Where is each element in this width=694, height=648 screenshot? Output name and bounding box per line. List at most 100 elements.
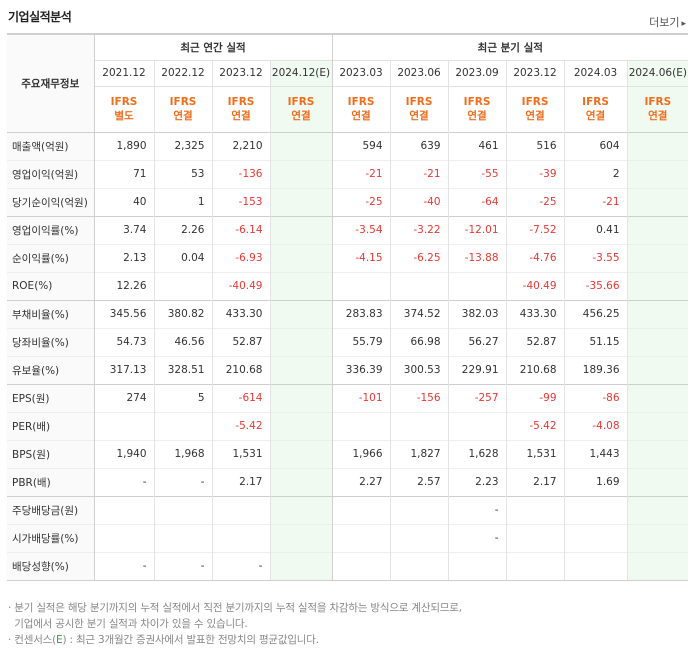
table-row: BPS(원) 1,940 1,968 1,531 1,966 1,827 1,628 1,53… <box>7 439 689 468</box>
table-cell: 52.87 <box>211 327 270 356</box>
table-cell: -40 <box>389 187 449 216</box>
table-cell: -614 <box>211 383 270 412</box>
table-cell: - <box>93 467 154 496</box>
table-cell: -156 <box>389 383 449 412</box>
type-standard: IFRS <box>521 96 549 108</box>
table-row: 매출액(억원) 1,890 2,325 2,210 594 639 461 516 604 <box>7 131 689 160</box>
table-cell: 1.69 <box>563 467 628 496</box>
table-cell: -3.55 <box>563 243 628 272</box>
table-cell <box>269 215 333 244</box>
table-cell: 283.83 <box>331 299 391 328</box>
table-cell <box>269 411 333 440</box>
table-cell: - <box>93 551 154 581</box>
table-cell: -21 <box>389 159 449 188</box>
table-cell: 1,966 <box>331 439 391 468</box>
table-cell: 189.36 <box>563 355 628 384</box>
table-cell: -6.25 <box>389 243 449 272</box>
row-label: EPS(원) <box>7 383 94 412</box>
table-cell: 1 <box>153 187 212 216</box>
row-label: 시가배당률(%) <box>7 523 94 552</box>
annual-period-3: 2024.12(E) <box>269 59 333 86</box>
table-cell: -101 <box>331 383 391 412</box>
annual-type-3: IFRS 연결 <box>269 85 333 132</box>
table-row: 영업이익(억원) 71 53 -136 -21 -21 -55 -39 2 <box>7 159 689 188</box>
quarter-type-1: IFRS 연결 <box>389 85 449 132</box>
annual-period-0: 2021.12 <box>93 59 154 86</box>
table-cell: 317.13 <box>93 355 154 384</box>
quarter-period-2: 2023.09 <box>447 59 507 86</box>
table-row: 당좌비율(%) 54.73 46.56 52.87 55.79 66.98 56.27 52.… <box>7 327 689 356</box>
table-cell <box>626 131 689 160</box>
table-cell: 229.91 <box>447 355 507 384</box>
table-cell: 456.25 <box>563 299 628 328</box>
table-cell <box>331 271 391 300</box>
type-scope: 연결 <box>525 110 545 122</box>
table-cell: -5.42 <box>211 411 270 440</box>
table-cell: 2,210 <box>211 131 270 160</box>
table-cell: 639 <box>389 131 449 160</box>
table-cell: 46.56 <box>153 327 212 356</box>
table-cell <box>269 243 333 272</box>
table-cell <box>269 467 333 496</box>
row-label: PER(배) <box>7 411 94 440</box>
table-cell: -13.88 <box>447 243 507 272</box>
table-cell: - <box>153 467 212 496</box>
table-cell: 1,628 <box>447 439 507 468</box>
table-cell: 210.68 <box>211 355 270 384</box>
table-cell <box>505 495 565 524</box>
table-cell: -4.08 <box>563 411 628 440</box>
table-cell: 40 <box>93 187 154 216</box>
table-cell <box>626 187 689 216</box>
table-cell <box>269 495 333 524</box>
table-cell: -25 <box>505 187 565 216</box>
table-cell <box>626 523 689 552</box>
footnote-1: · 분기 실적은 해당 분기까지의 누적 실적에서 직전 분기까지의 누적 실적… <box>8 602 462 614</box>
table-cell: -64 <box>447 187 507 216</box>
table-cell: 1,968 <box>153 439 212 468</box>
table-cell: -39 <box>505 159 565 188</box>
table-cell <box>389 411 449 440</box>
table-cell: 382.03 <box>447 299 507 328</box>
type-scope: 연결 <box>648 110 668 122</box>
type-standard: IFRS <box>169 96 197 108</box>
table-cell <box>626 243 689 272</box>
row-label: 당기순이익(억원) <box>7 187 94 216</box>
quarter-period-1: 2023.06 <box>389 59 449 86</box>
table-cell <box>626 467 689 496</box>
table-cell: 433.30 <box>211 299 270 328</box>
table-cell: 374.52 <box>389 299 449 328</box>
table-cell <box>93 411 154 440</box>
table-cell <box>563 523 628 552</box>
table-cell: -6.93 <box>211 243 270 272</box>
table-cell: 516 <box>505 131 565 160</box>
quarter-type-5: IFRS 연결 <box>626 85 689 132</box>
row-header-label: 주요재무정보 <box>7 33 94 132</box>
table-row: 배당성향(%) - - - <box>7 551 689 581</box>
table-cell: -12.01 <box>447 215 507 244</box>
row-label: ROE(%) <box>7 271 94 300</box>
more-link[interactable]: 더보기 ▸ <box>649 14 686 30</box>
table-cell <box>269 131 333 160</box>
table-cell: -4.76 <box>505 243 565 272</box>
table-cell <box>153 523 212 552</box>
table-row: ROE(%) 12.26 -40.49 -40.49 -35.66 <box>7 271 689 300</box>
table-cell: -153 <box>211 187 270 216</box>
table-cell <box>331 523 391 552</box>
table-cell: 2.23 <box>447 467 507 496</box>
table-row: EPS(원) 274 5 -614 -101 -156 -257 -99 -86 <box>7 383 689 412</box>
table-cell: -21 <box>563 187 628 216</box>
table-cell <box>269 439 333 468</box>
table-cell: 56.27 <box>447 327 507 356</box>
table-cell: 274 <box>93 383 154 412</box>
table-cell: - <box>447 523 507 552</box>
annual-period-1: 2022.12 <box>153 59 212 86</box>
row-label: 당좌비율(%) <box>7 327 94 356</box>
table-cell <box>153 411 212 440</box>
quarter-period-0: 2023.03 <box>331 59 391 86</box>
table-cell: -3.54 <box>331 215 391 244</box>
footnote-3-suffix: ) : 최근 3개월간 증권사에서 발표한 전망치의 평균값입니다. <box>62 634 319 646</box>
table-cell: 2.27 <box>331 467 391 496</box>
table-row: 주당배당금(원) - <box>7 495 689 524</box>
table-cell <box>626 411 689 440</box>
table-cell <box>211 523 270 552</box>
